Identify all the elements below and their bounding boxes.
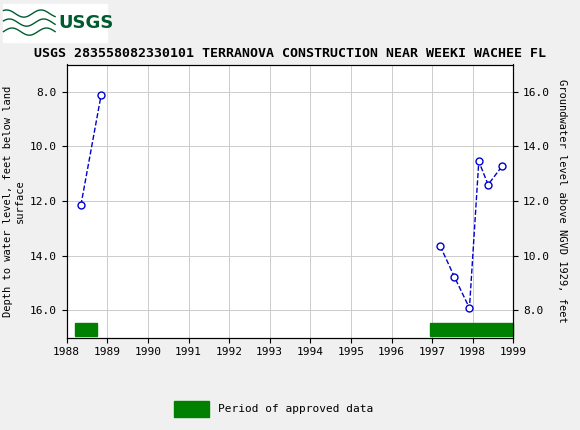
Text: Period of approved data: Period of approved data [218,403,373,414]
Bar [3,3,107,42]
Y-axis label: Depth to water level, feet below land
surface: Depth to water level, feet below land su… [3,86,24,316]
Text: USGS 283558082330101 TERRANOVA CONSTRUCTION NEAR WEEKI WACHEE FL: USGS 283558082330101 TERRANOVA CONSTRUCT… [34,47,546,60]
Bar [174,401,209,417]
Bar [430,323,513,335]
Y-axis label: Groundwater level above NGVD 1929, feet: Groundwater level above NGVD 1929, feet [557,79,567,323]
Text: USGS: USGS [58,14,113,31]
Bar [75,323,97,335]
